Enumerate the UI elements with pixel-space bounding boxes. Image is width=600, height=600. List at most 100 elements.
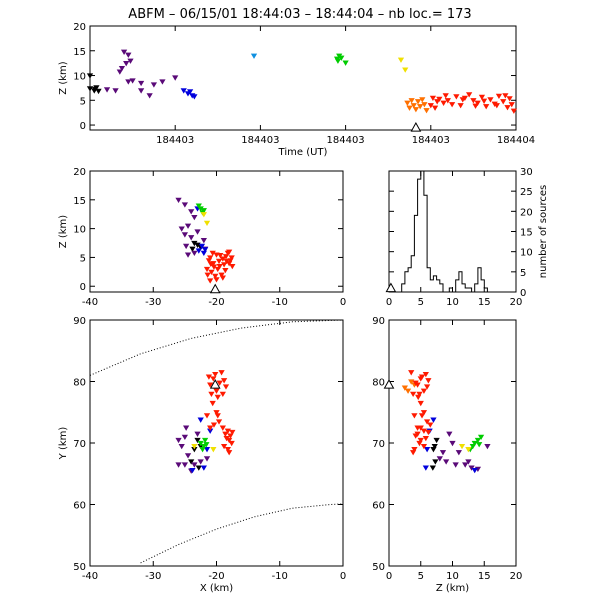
time-height-data-point (127, 58, 134, 64)
z-y-x-axis-title: Z (km) (436, 583, 469, 594)
time-height-data-point (186, 89, 194, 95)
z-y-data-point (423, 384, 431, 390)
time-height-data-point (495, 93, 503, 100)
x-y-data-point (189, 467, 196, 474)
time-height-data-point (112, 88, 119, 94)
time-height-y-tick-label: 20 (73, 22, 86, 33)
z-y-data-point (423, 419, 431, 425)
x-y-data-point (203, 442, 210, 448)
z-y-data-point (484, 443, 491, 450)
x-y-x-tick-label: -20 (208, 571, 224, 582)
histogram-bar (430, 280, 433, 292)
time-height-station-marker (410, 121, 422, 132)
x-y-station-marker (209, 379, 221, 389)
z-y-data-point (471, 467, 478, 474)
time-height-data-point (338, 55, 345, 61)
z-y-y-tick-label: 50 (372, 562, 385, 573)
z-y-data-point (420, 443, 428, 450)
x-z-data-point (213, 277, 220, 283)
histogram-y-tick-label: 15 (520, 228, 533, 239)
time-height-data-point (129, 78, 136, 84)
x-y-data-point (216, 380, 223, 386)
x-z-data-point (195, 203, 202, 209)
histogram-y-tick-label: 5 (520, 268, 526, 279)
histogram-bar (440, 284, 443, 292)
time-height-data-point (444, 98, 451, 104)
z-y-y-tick-label: 80 (372, 378, 385, 389)
x-y-x-tick-label: -10 (272, 571, 288, 582)
x-y-data-point (205, 374, 213, 380)
x-z-x-tick-label: -40 (82, 297, 98, 308)
time-height-data-point (436, 96, 443, 102)
time-height-y-axis-title: Z (km) (58, 61, 69, 94)
time-height-data-point (510, 108, 517, 114)
z-y-data-point (465, 459, 472, 465)
time-height-y-tick-label: 5 (80, 96, 86, 107)
histogram-y-tick-label: 25 (520, 187, 533, 198)
time-height-data-point (472, 103, 479, 109)
x-y-data-point (226, 437, 233, 444)
x-z-data-point (220, 262, 228, 268)
x-z-data-point (194, 229, 201, 235)
time-height-data-point (417, 104, 424, 110)
z-y-data-point (410, 391, 417, 397)
z-y-data-point (455, 450, 462, 456)
x-z-data-point (212, 273, 219, 280)
time-height-data-point (429, 95, 437, 101)
x-z-data-point (198, 243, 206, 250)
time-height-data-point (419, 97, 426, 103)
x-z-data-point (208, 269, 215, 276)
x-y-data-point (210, 422, 218, 428)
histogram-x-tick-label: 0 (386, 297, 392, 308)
x-y-panel: -40 -30 -20 -10 0 50 60 70 80 90 X (km) Y (km) (58, 316, 346, 594)
x-z-y-tick-label: 0 (80, 282, 86, 293)
z-y-data-point (416, 391, 423, 397)
z-y-data-point (411, 447, 418, 453)
z-y-data-point (430, 417, 437, 423)
z-y-data-point (458, 443, 466, 450)
histogram-x-tick-label: 20 (510, 297, 523, 308)
time-height-data-point (103, 87, 111, 93)
time-height-data-point (402, 67, 409, 73)
time-height-data-point (397, 57, 405, 63)
x-y-data-point (199, 447, 206, 453)
z-y-data-point (471, 440, 478, 447)
x-y-data-point (214, 394, 221, 401)
x-z-data-point (203, 266, 211, 273)
x-z-data-point (215, 258, 223, 265)
x-y-data-point (212, 372, 219, 378)
time-height-data-point (502, 93, 509, 99)
z-y-x-tick-label: 10 (446, 571, 459, 582)
x-z-data-point (207, 255, 214, 261)
z-y-y-tick-label: 60 (372, 501, 385, 512)
x-y-data-point (207, 382, 214, 388)
x-y-data-point (219, 425, 226, 431)
time-height-data-point (123, 61, 130, 67)
z-y-data-point (422, 435, 429, 442)
z-y-data-point (411, 413, 418, 419)
x-z-data-point (181, 232, 189, 238)
x-y-x-axis-title: X (km) (200, 583, 233, 594)
x-z-data-point (209, 250, 216, 257)
z-y-data-point (476, 442, 483, 448)
x-y-data-point (178, 443, 185, 450)
x-z-data-point (210, 264, 218, 270)
z-y-data-point (410, 450, 417, 456)
x-y-data-point (220, 443, 228, 450)
z-y-data-point (418, 374, 426, 380)
time-height-x-tick-label: 184403 (156, 135, 194, 146)
time-height-data-point (125, 52, 132, 58)
x-y-y-tick-label: 80 (73, 378, 86, 389)
x-y-frame (89, 319, 344, 567)
z-y-data-point (462, 462, 469, 468)
x-y-data-point (222, 431, 229, 437)
time-height-data-point (86, 73, 94, 79)
x-y-data-point (175, 462, 182, 468)
z-y-data-point (417, 400, 424, 407)
z-y-data-point (433, 437, 440, 444)
x-y-data-point (181, 462, 189, 468)
z-y-data-point (423, 447, 431, 453)
time-height-data-point (137, 80, 145, 87)
histogram-bar (475, 284, 478, 292)
x-z-x-tick-label: -10 (272, 297, 288, 308)
